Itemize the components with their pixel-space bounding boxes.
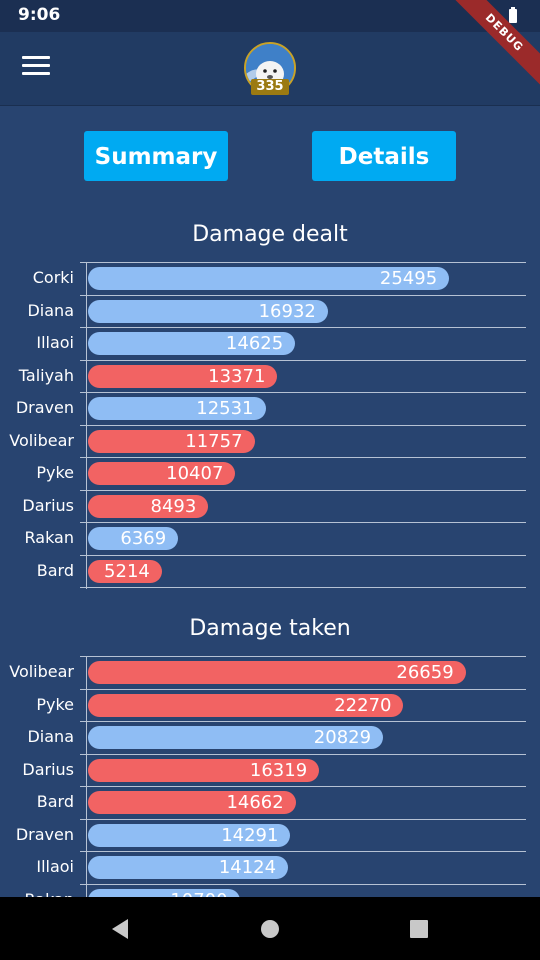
- status-time: 9:06: [18, 5, 61, 25]
- category-label: Volibear: [9, 662, 74, 681]
- category-label: Diana: [27, 300, 74, 320]
- category-label: Draven: [15, 824, 74, 844]
- chart-title: Damage taken: [189, 616, 351, 641]
- navigation-bar: [0, 897, 540, 960]
- hamburger-icon[interactable]: [22, 56, 50, 80]
- bar: 16319: [88, 758, 320, 782]
- bar: 5214: [88, 559, 162, 583]
- grid-line: [80, 359, 526, 361]
- bar: 26659: [88, 661, 466, 684]
- y-axis-line: [86, 262, 87, 589]
- recents-square-icon[interactable]: [390, 897, 450, 960]
- category-label: Bard: [36, 792, 74, 811]
- bar: 8493: [88, 494, 209, 518]
- bar: 20829: [88, 726, 384, 749]
- bar: 14662: [88, 791, 296, 814]
- bar-value-label: 25495: [379, 268, 438, 289]
- bar: 14625: [88, 332, 296, 355]
- bar: 14291: [88, 823, 291, 847]
- bar-value-label: 8493: [150, 495, 197, 517]
- chart-title: Damage dealt: [192, 222, 348, 247]
- bar: 11757: [88, 429, 255, 453]
- bar: 6369: [88, 527, 179, 550]
- grid-line: [80, 656, 526, 657]
- back-triangle-icon[interactable]: [90, 897, 150, 960]
- category-label: Draven: [15, 398, 74, 417]
- bar-value-label: 5214: [104, 560, 150, 582]
- grid-line: [80, 392, 526, 393]
- bar: 25495: [88, 267, 450, 290]
- details-button[interactable]: Details: [312, 131, 456, 181]
- grid-line: [80, 294, 526, 296]
- category-label: Pyke: [36, 694, 74, 714]
- plot-area: Volibear 26659 Pyke 22270 Diana 20829 Darius 16…: [0, 656, 540, 918]
- category-label: Illaoi: [36, 333, 74, 352]
- status-bar: 9:06: [0, 0, 540, 32]
- category-label: Darius: [22, 495, 74, 515]
- bar: 16932: [88, 299, 328, 323]
- y-axis-line: [86, 656, 87, 918]
- plot-area: Corki 25495 Diana 16932 Illaoi 14625 Taliyah 13…: [0, 262, 540, 589]
- category-label: Volibear: [9, 430, 74, 450]
- summary-button[interactable]: Summary: [84, 131, 228, 181]
- bar: 13371: [88, 364, 278, 388]
- grid-line: [80, 688, 526, 690]
- bar-value-label: 14625: [225, 333, 284, 354]
- bar-value-label: 16319: [249, 759, 308, 781]
- bar-value-label: 20829: [313, 727, 372, 748]
- grid-line: [80, 554, 526, 556]
- grid-line: [80, 851, 526, 852]
- category-label: Rakan: [24, 528, 75, 547]
- grid-line: [80, 587, 526, 588]
- bar: 14124: [88, 856, 289, 879]
- grid-line: [80, 457, 526, 458]
- level-badge: 335: [251, 79, 289, 95]
- grid-line: [80, 327, 526, 328]
- grid-line: [80, 721, 526, 722]
- grid-line: [80, 424, 526, 426]
- bar-value-label: 14124: [218, 857, 277, 878]
- grid-line: [80, 818, 526, 820]
- grid-line: [80, 262, 526, 263]
- category-label: Diana: [27, 727, 74, 746]
- bar: 10407: [88, 462, 236, 485]
- bar: 12531: [88, 397, 266, 420]
- bar-value-label: 11757: [185, 430, 243, 452]
- category-label: Taliyah: [18, 365, 74, 385]
- grid-line: [80, 522, 526, 523]
- grid-line: [80, 786, 526, 787]
- bar-value-label: 26659: [396, 662, 454, 683]
- bar-value-label: 13371: [208, 365, 266, 387]
- category-label: Darius: [22, 759, 74, 779]
- bar: 22270: [88, 693, 404, 717]
- category-label: Corki: [32, 268, 74, 287]
- bar-value-label: 14291: [221, 824, 279, 846]
- category-label: Bard: [36, 560, 74, 580]
- grid-line: [80, 489, 526, 491]
- grid-line: [80, 883, 526, 885]
- bar-value-label: 14662: [226, 792, 284, 813]
- bar-value-label: 12531: [196, 398, 254, 419]
- category-label: Illaoi: [36, 857, 74, 876]
- category-label: Pyke: [36, 463, 74, 482]
- bar-value-label: 16932: [258, 300, 316, 322]
- bar-value-label: 6369: [120, 528, 167, 549]
- home-circle-icon[interactable]: [240, 897, 300, 960]
- grid-line: [80, 753, 526, 755]
- bar-value-label: 22270: [334, 694, 392, 716]
- bar-value-label: 10407: [166, 463, 224, 484]
